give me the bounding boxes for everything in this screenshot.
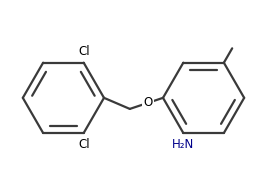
Text: Cl: Cl xyxy=(79,45,91,58)
Text: O: O xyxy=(143,96,153,109)
Text: H₂N: H₂N xyxy=(172,138,194,151)
Text: Cl: Cl xyxy=(79,138,91,151)
